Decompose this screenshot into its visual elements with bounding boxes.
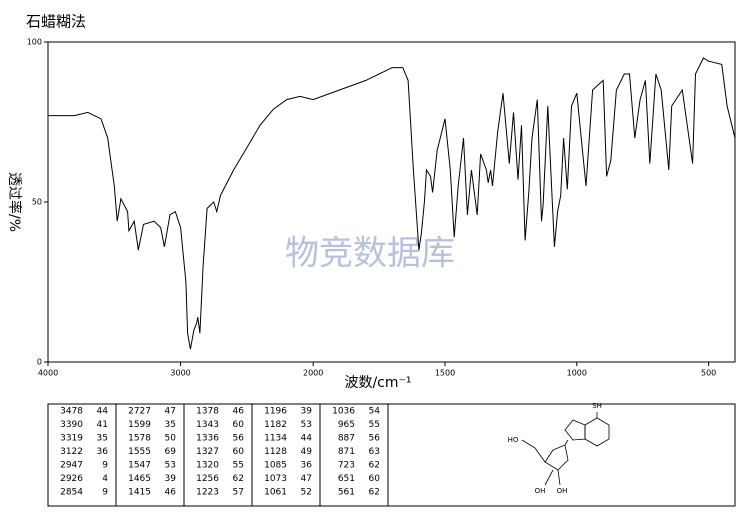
table-cell: 651	[338, 474, 355, 484]
structure-label: SH	[592, 402, 602, 410]
table-cell: 55	[233, 461, 244, 471]
plot-frame	[47, 41, 736, 363]
table-cell: 55	[369, 420, 380, 430]
structure-label: OH	[557, 487, 568, 495]
chart-title: 石蜡糊法	[26, 13, 86, 31]
table-cell: 1378	[196, 407, 219, 417]
table-cell: 46	[233, 407, 245, 417]
table-cell: 44	[301, 434, 313, 444]
table-cell: 1555	[128, 447, 151, 457]
x-tick-label: 1000	[567, 369, 587, 378]
table-cell: 69	[165, 447, 177, 457]
table-cell: 3319	[60, 434, 83, 444]
table-cell: 39	[165, 474, 177, 484]
table-cell: 49	[301, 447, 313, 457]
table-cell: 56	[369, 434, 381, 444]
y-axis-label: 透过率/%	[6, 172, 23, 232]
table-cell: 1128	[264, 447, 287, 457]
table-cell: 53	[165, 461, 176, 471]
table-cell: 54	[369, 407, 381, 417]
table-cell: 1547	[128, 461, 151, 471]
table-cell: 1327	[196, 447, 219, 457]
table-cell: 46	[165, 488, 177, 498]
table-cell: 39	[301, 407, 313, 417]
table-cell: 63	[369, 447, 380, 457]
x-tick-label: 2000	[303, 369, 323, 378]
table-cell: 3122	[60, 447, 83, 457]
table-cell: 60	[233, 447, 245, 457]
table-cell: 887	[338, 434, 355, 444]
table-cell: 56	[233, 434, 245, 444]
table-cell: 2727	[128, 407, 151, 417]
table-cell: 4	[102, 474, 108, 484]
table-cell: 965	[338, 420, 355, 430]
table-cell: 3390	[60, 420, 83, 430]
table-cell: 62	[233, 474, 244, 484]
x-tick-label: 1500	[435, 369, 455, 378]
table-cell: 1256	[196, 474, 219, 484]
table-cell: 1061	[264, 488, 287, 498]
table-cell: 57	[233, 488, 244, 498]
table-cell: 60	[369, 474, 381, 484]
table-cell: 3478	[60, 407, 83, 417]
table-cell: 561	[338, 488, 355, 498]
table-cell: 9	[102, 461, 108, 471]
table-cell: 41	[97, 420, 108, 430]
table-cell: 1196	[264, 407, 287, 417]
table-cell: 50	[165, 434, 177, 444]
table-cell: 1073	[264, 474, 287, 484]
table-cell: 35	[165, 420, 176, 430]
table-cell: 1223	[196, 488, 219, 498]
table-cell: 35	[97, 434, 108, 444]
table-cell: 723	[338, 461, 355, 471]
x-tick-label: 4000	[38, 369, 58, 378]
structure-label: OH	[535, 487, 546, 495]
table-cell: 1578	[128, 434, 151, 444]
table-cell: 60	[233, 420, 245, 430]
spectrum-line	[48, 57, 736, 350]
x-tick-label: 3000	[170, 369, 190, 378]
table-cell: 47	[301, 474, 312, 484]
table-cell: 47	[165, 407, 176, 417]
table-cell: 44	[97, 407, 109, 417]
table-cell: 62	[369, 461, 380, 471]
table-cell: 1599	[128, 420, 151, 430]
table-cell: 1134	[264, 434, 287, 444]
y-tick-label: 100	[27, 38, 42, 47]
table-cell: 1465	[128, 474, 151, 484]
table-cell: 1336	[196, 434, 219, 444]
table-cell: 1182	[264, 420, 287, 430]
table-cell: 52	[301, 488, 312, 498]
table-cell: 2854	[60, 488, 83, 498]
table-frame	[47, 403, 736, 507]
watermark: 物竞数据库	[285, 234, 455, 274]
table-cell: 2947	[60, 461, 83, 471]
x-axis-label: 波数/cm⁻¹	[344, 375, 411, 391]
table-cell: 1343	[196, 420, 219, 430]
table-cell: 36	[301, 461, 313, 471]
table-cell: 9	[102, 488, 108, 498]
table-cell: 53	[301, 420, 312, 430]
table-cell: 36	[97, 447, 109, 457]
table-cell: 1415	[128, 488, 151, 498]
table-cell: 871	[338, 447, 355, 457]
x-tick-label: 500	[701, 369, 716, 378]
structure-label: HO	[508, 436, 519, 444]
y-tick-label: 0	[37, 358, 42, 367]
y-tick-label: 50	[32, 198, 42, 207]
table-cell: 1036	[332, 407, 355, 417]
table-cell: 1320	[196, 461, 219, 471]
table-cell: 62	[369, 488, 380, 498]
table-cell: 1085	[264, 461, 287, 471]
structure	[521, 412, 610, 486]
table-cell: 2926	[60, 474, 83, 484]
